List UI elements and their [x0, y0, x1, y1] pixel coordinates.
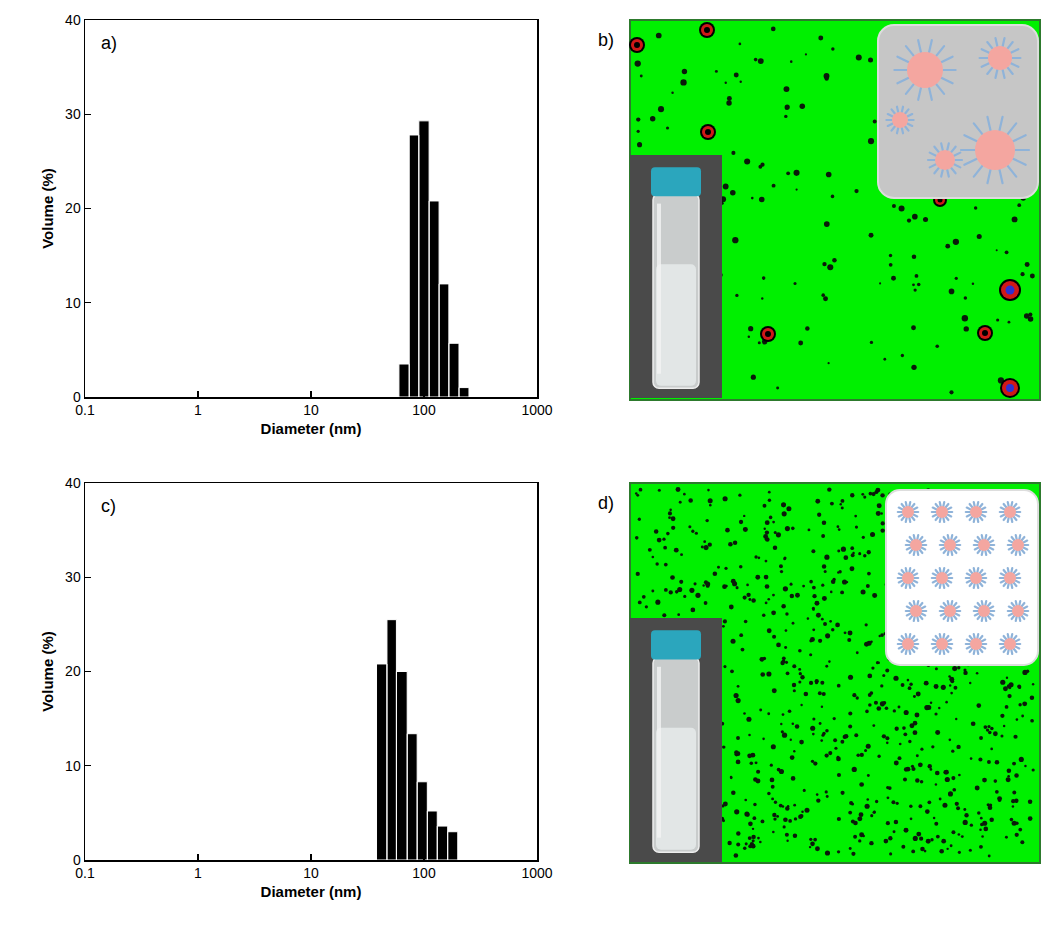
svg-text:100: 100 [412, 865, 436, 881]
svg-text:Volume (%): Volume (%) [39, 631, 56, 712]
svg-text:1: 1 [194, 402, 202, 418]
svg-text:Volume (%): Volume (%) [39, 168, 56, 249]
svg-text:0.1: 0.1 [75, 402, 95, 418]
svg-text:0.1: 0.1 [75, 865, 95, 881]
svg-text:0: 0 [73, 389, 81, 405]
svg-text:100: 100 [412, 402, 436, 418]
svg-text:1000: 1000 [521, 865, 552, 881]
svg-text:30: 30 [65, 106, 81, 122]
svg-text:Diameter (nm): Diameter (nm) [261, 420, 362, 437]
svg-text:c): c) [101, 496, 116, 516]
svg-text:10: 10 [303, 865, 319, 881]
svg-text:Diameter (nm): Diameter (nm) [261, 883, 362, 900]
svg-text:10: 10 [303, 402, 319, 418]
svg-text:40: 40 [65, 475, 81, 491]
svg-text:1000: 1000 [521, 402, 552, 418]
svg-text:10: 10 [65, 758, 81, 774]
svg-text:30: 30 [65, 569, 81, 585]
svg-text:1: 1 [194, 865, 202, 881]
svg-text:10: 10 [65, 295, 81, 311]
svg-text:0: 0 [73, 852, 81, 868]
svg-text:a): a) [101, 33, 117, 53]
svg-text:b): b) [598, 30, 614, 50]
svg-text:d): d) [598, 493, 614, 513]
svg-text:20: 20 [65, 200, 81, 216]
svg-text:20: 20 [65, 663, 81, 679]
svg-text:40: 40 [65, 12, 81, 28]
